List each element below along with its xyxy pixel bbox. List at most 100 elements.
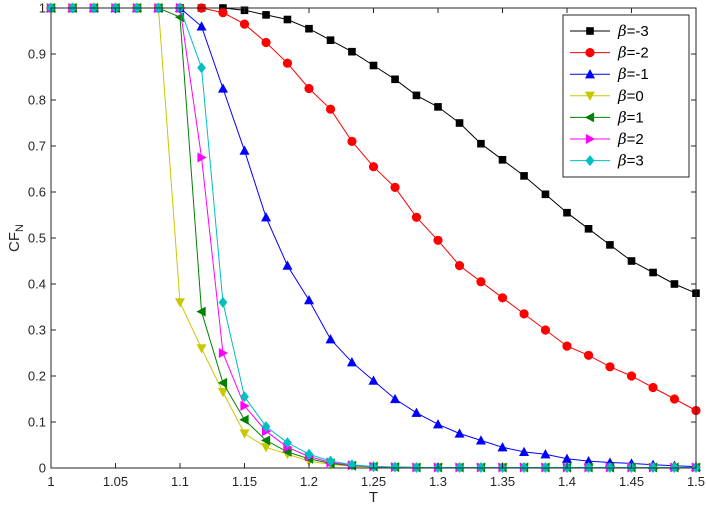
data-point: [240, 391, 249, 403]
x-tick-label: 1.35: [490, 474, 515, 489]
x-tick-label: 1.1: [171, 474, 189, 489]
data-point: [239, 414, 249, 425]
data-point: [304, 448, 314, 460]
data-point: [261, 421, 271, 433]
y-tick-label: 0.6: [28, 185, 46, 200]
data-point: [325, 104, 336, 114]
legend-label: β=3: [617, 152, 644, 170]
data-point: [326, 36, 335, 45]
x-axis-title: T: [369, 489, 378, 506]
data-point: [411, 407, 422, 417]
data-point: [261, 37, 271, 48]
data-point: [282, 260, 293, 270]
x-tick-label: 1.4: [558, 474, 576, 489]
data-point: [217, 377, 228, 388]
legend-item: β=0: [570, 87, 644, 105]
data-point: [326, 455, 335, 467]
data-point: [626, 371, 637, 381]
legend-item: β=-2: [570, 44, 649, 62]
data-point: [196, 344, 207, 354]
legend-label: β=2: [617, 130, 644, 148]
data-point: [304, 83, 314, 94]
legend-symbol: β: [617, 44, 627, 62]
data-point: [412, 91, 421, 100]
data-point: [434, 103, 442, 111]
data-point: [283, 437, 292, 449]
data-point: [283, 15, 292, 24]
data-point: [197, 62, 206, 74]
data-point: [261, 212, 272, 222]
data-point: [476, 277, 486, 287]
legend-marker: [586, 27, 594, 35]
y-tick-label: 1: [39, 1, 46, 16]
data-point: [217, 83, 228, 93]
legend-item: β=-3: [570, 22, 649, 40]
legend-symbol: β: [617, 108, 627, 126]
x-tick-label: 1.5: [687, 474, 705, 489]
data-point: [391, 75, 399, 84]
plot-frame: [50, 7, 697, 469]
legend-value: =-3: [627, 23, 649, 40]
data-point: [562, 341, 572, 351]
data-point: [390, 182, 400, 192]
legend-value: =-1: [627, 66, 649, 83]
x-tick-label: 1.45: [619, 474, 644, 489]
data-point: [347, 136, 357, 146]
x-tick-label: 1.25: [361, 474, 386, 489]
legend-marker: [585, 155, 595, 167]
legend-item: β=1: [570, 108, 644, 126]
legend-symbol: β: [617, 22, 627, 40]
legend-item: β=-1: [570, 65, 649, 83]
data-point: [520, 172, 528, 180]
data-point: [196, 21, 207, 31]
y-axis-title-subscript: N: [14, 224, 26, 232]
y-tick-label: 0.4: [28, 277, 46, 292]
data-point: [368, 162, 379, 172]
data-point: [627, 257, 636, 265]
legend-marker: [585, 133, 596, 145]
data-point: [348, 47, 356, 56]
data-point: [390, 461, 400, 473]
y-axis-title: CFN: [6, 224, 26, 252]
data-point: [197, 152, 207, 163]
data-point: [519, 446, 530, 457]
legend-value: =1: [627, 109, 644, 126]
legend-symbol: β: [617, 65, 627, 83]
data-point: [433, 235, 443, 245]
data-point: [261, 443, 272, 453]
data-point: [497, 442, 508, 452]
data-point: [411, 212, 422, 222]
data-point: [541, 190, 550, 199]
data-point: [669, 394, 680, 404]
legend-symbol: β: [617, 87, 627, 105]
x-tick-label: 1.15: [232, 474, 257, 489]
data-point: [218, 8, 228, 18]
data-point: [563, 208, 571, 217]
data-point: [432, 419, 444, 429]
data-point: [540, 449, 551, 459]
data-point: [605, 362, 615, 372]
legend-label: β=-2: [617, 44, 649, 62]
legend-value: =3: [627, 153, 644, 170]
data-point: [368, 375, 379, 385]
y-tick-label: 0.5: [28, 231, 46, 246]
data-point: [218, 296, 228, 308]
data-point: [454, 261, 465, 271]
legend-symbol: β: [617, 152, 627, 170]
data-point: [477, 139, 485, 148]
data-point: [240, 400, 250, 411]
data-point: [239, 19, 250, 29]
data-point: [583, 350, 594, 360]
legend-value: =-2: [627, 45, 649, 62]
y-tick-label: 0.2: [28, 369, 46, 384]
legend-symbol: β: [617, 130, 627, 148]
y-tick-label: 0.1: [28, 415, 46, 430]
legend-marker: [584, 91, 596, 101]
data-point: [649, 268, 657, 277]
data-point: [217, 387, 228, 398]
data-point: [540, 325, 551, 335]
data-point: [390, 393, 401, 404]
data-point: [498, 156, 507, 164]
legend-label: β=0: [617, 87, 644, 105]
